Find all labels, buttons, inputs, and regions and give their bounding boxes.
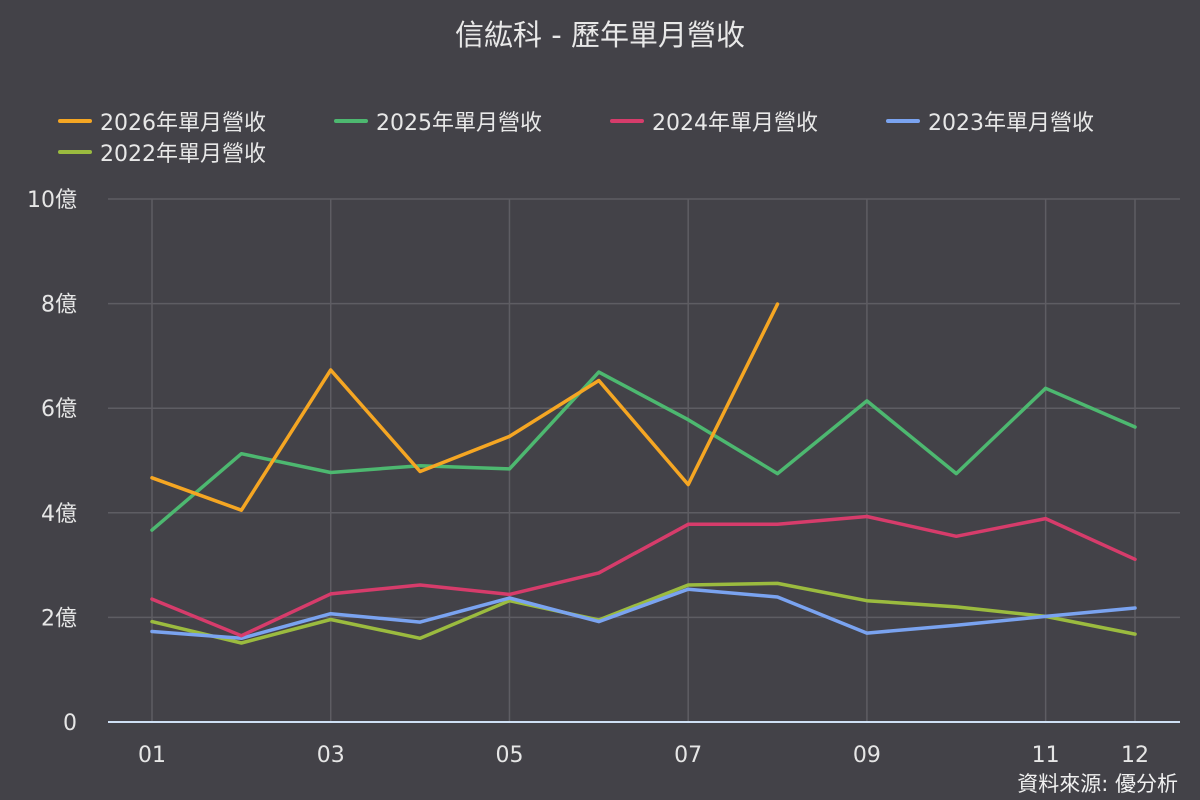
x-tick-label: 11 [1032,743,1060,768]
y-tick-label: 8億 [41,293,77,318]
y-tick-label: 4億 [41,502,77,527]
y-tick-label: 2億 [41,606,77,631]
y-tick-label: 6億 [41,397,77,422]
axes: 0 2億 4億 6億 8億 10億 01 03 05 07 09 11 12 [27,188,1180,768]
series-line-0 [152,304,778,510]
series-line-3 [152,589,1135,638]
y-tick-label: 0 [63,711,77,736]
x-tick-label: 07 [674,743,702,768]
x-tick-label: 01 [138,743,166,768]
x-tick-label: 05 [495,743,523,768]
x-tick-label: 09 [853,743,881,768]
series-line-4 [152,583,1135,643]
x-tick-label: 12 [1121,743,1149,768]
y-tick-label: 10億 [27,188,77,213]
series-lines [152,304,1135,643]
series-line-1 [152,372,1135,530]
x-tick-label: 03 [317,743,345,768]
source-credit: 資料來源: 優分析 [1017,768,1178,798]
